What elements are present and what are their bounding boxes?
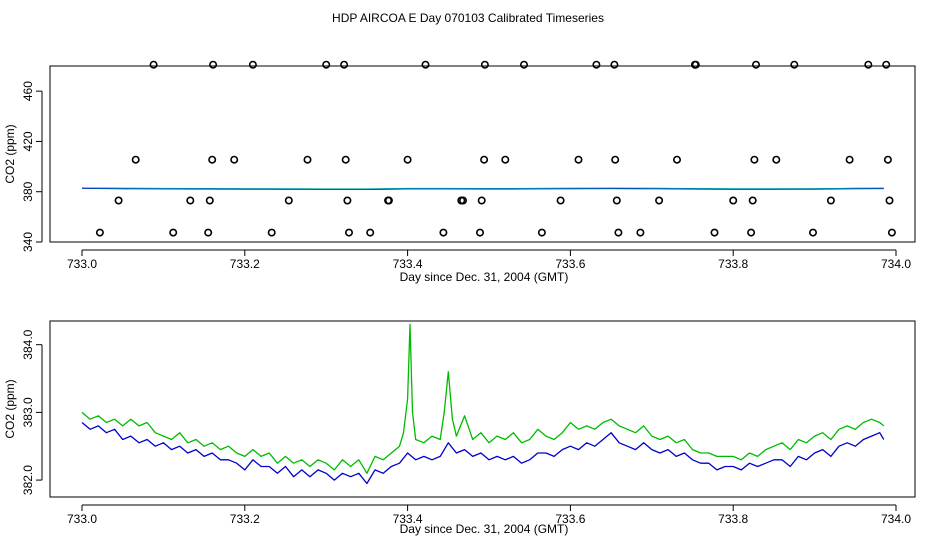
- bottom-y-axis-label: CO2 (ppm): [3, 379, 17, 438]
- outlier-point: [556, 196, 565, 205]
- outlier-point: [519, 60, 528, 69]
- bottom-series-lines: [81, 323, 885, 485]
- outlier-point: [611, 155, 620, 164]
- outlier-point: [114, 196, 123, 205]
- outlier-point: [845, 155, 854, 164]
- outlier-point: [186, 196, 195, 205]
- top-outlier-points: [95, 60, 896, 237]
- outlier-point: [612, 196, 621, 205]
- outlier-point: [772, 155, 781, 164]
- outlier-point: [729, 196, 738, 205]
- outlier-point: [322, 60, 331, 69]
- x-tick-label: 733.2: [230, 257, 260, 271]
- outlier-point: [610, 60, 619, 69]
- top-y-axis-label: CO2 (ppm): [3, 124, 17, 183]
- outlier-point: [149, 60, 158, 69]
- outlier-point: [710, 228, 719, 237]
- outlier-point: [458, 196, 467, 205]
- top-axis-ticks: 733.0 733.2 733.4 733.6 733.8 734.0 340 380 420 4…: [21, 81, 911, 271]
- outlier-point: [169, 228, 178, 237]
- outlier-point: [826, 196, 835, 205]
- outlier-point: [95, 228, 104, 237]
- outlier-point: [636, 228, 645, 237]
- outlier-point: [208, 155, 217, 164]
- y-tick-label: 384.0: [21, 329, 35, 359]
- outlier-point: [344, 228, 353, 237]
- outlier-point: [655, 196, 664, 205]
- outlier-point: [672, 155, 681, 164]
- outlier-point: [384, 196, 393, 205]
- outlier-point: [267, 228, 276, 237]
- outlier-point: [883, 155, 892, 164]
- outlier-point: [808, 228, 817, 237]
- x-tick-label: 734.0: [881, 512, 911, 526]
- outlier-point: [340, 60, 349, 69]
- outlier-point: [790, 60, 799, 69]
- figure-title: HDP AIRCOA E Day 070103 Calibrated Times…: [332, 11, 604, 25]
- x-tick-label: 733.4: [393, 512, 423, 526]
- outlier-point: [209, 60, 218, 69]
- top-x-axis-label: Day since Dec. 31, 2004 (GMT): [400, 270, 569, 284]
- y-tick-label: 380: [21, 181, 35, 201]
- outlier-point: [303, 155, 312, 164]
- outlier-point: [751, 60, 760, 69]
- outlier-point: [864, 60, 873, 69]
- y-tick-label: 382.0: [21, 465, 35, 495]
- x-tick-label: 733.6: [555, 512, 585, 526]
- outlier-point: [480, 60, 489, 69]
- x-tick-label: 733.0: [67, 257, 97, 271]
- outlier-point: [341, 155, 350, 164]
- outlier-point: [421, 60, 430, 69]
- bottom-plot-frame: [49, 320, 916, 498]
- x-tick-label: 733.2: [230, 512, 260, 526]
- series-line-blue: [81, 422, 885, 485]
- x-tick-label: 733.0: [67, 512, 97, 526]
- outlier-point: [284, 196, 293, 205]
- outlier-point: [537, 228, 546, 237]
- outlier-point: [475, 228, 484, 237]
- outlier-point: [343, 196, 352, 205]
- series-line-green: [81, 323, 885, 474]
- bottom-panel: Day since Dec. 31, 2004 (GMT) CO2 (ppm) …: [3, 320, 916, 536]
- top-series-line-path-2: [81, 187, 884, 190]
- outlier-point: [691, 60, 700, 69]
- outlier-point: [574, 155, 583, 164]
- outlier-point: [403, 155, 412, 164]
- y-tick-label: 460: [21, 81, 35, 101]
- outlier-point: [439, 228, 448, 237]
- y-tick-label: 420: [21, 131, 35, 151]
- x-tick-label: 733.4: [393, 257, 423, 271]
- bottom-axis-ticks: 733.0 733.2 733.4 733.6 733.8 734.0 382.0 383.0…: [21, 329, 911, 526]
- outlier-point: [131, 155, 140, 164]
- outlier-point: [230, 155, 239, 164]
- y-tick-label: 340: [21, 232, 35, 252]
- outlier-point: [366, 228, 375, 237]
- outlier-point: [205, 196, 214, 205]
- top-panel: Day since Dec. 31, 2004 (GMT) CO2 (ppm) …: [3, 60, 916, 284]
- outlier-point: [748, 196, 757, 205]
- outlier-point: [480, 155, 489, 164]
- y-tick-label: 383.0: [21, 397, 35, 427]
- x-tick-label: 733.8: [718, 512, 748, 526]
- bottom-x-axis-label: Day since Dec. 31, 2004 (GMT): [400, 522, 569, 536]
- top-series-line: [81, 187, 884, 190]
- outlier-point: [592, 60, 601, 69]
- outlier-point: [750, 155, 759, 164]
- outlier-point: [747, 228, 756, 237]
- outlier-point: [885, 196, 894, 205]
- x-tick-label: 734.0: [881, 257, 911, 271]
- outlier-point: [887, 228, 896, 237]
- x-tick-label: 733.8: [718, 257, 748, 271]
- outlier-point: [501, 155, 510, 164]
- outlier-point: [204, 228, 213, 237]
- top-plot-frame: [49, 65, 916, 243]
- outlier-point: [882, 60, 891, 69]
- outlier-point: [477, 196, 486, 205]
- x-tick-label: 733.6: [555, 257, 585, 271]
- outlier-point: [248, 60, 257, 69]
- outlier-point: [614, 228, 623, 237]
